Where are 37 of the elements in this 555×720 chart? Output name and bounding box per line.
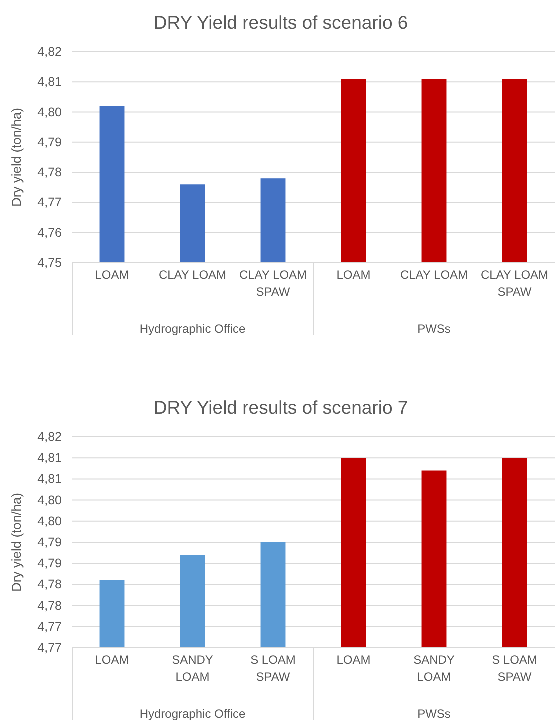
y-tick-label: 4,78 — [38, 166, 62, 180]
text: PWSs — [418, 707, 451, 720]
y-tick-label: 4,76 — [38, 226, 62, 240]
y-tick-label: 4,75 — [38, 256, 62, 270]
y-tick-label: 4,81 — [38, 75, 62, 90]
y-tick-label: 4,78 — [38, 578, 62, 592]
y-tick-label: 4,80 — [38, 105, 62, 120]
x-tick-label: LOAM — [95, 653, 130, 667]
y-tick-label: 4,79 — [38, 536, 62, 550]
x-tick-label: CLAY LOAM SPAW — [480, 268, 549, 299]
x-tick-label: CLAY LOAM — [158, 268, 227, 282]
y-tick-label: 4,80 — [38, 493, 62, 508]
y-tick-label: 4,80 — [38, 514, 62, 528]
x-tick-label: LOAM — [336, 268, 371, 282]
y-tick-label: 4,77 — [38, 196, 62, 210]
y-tick-label: 4,77 — [38, 641, 62, 655]
y-tick-label: 4,82 — [38, 45, 62, 59]
y-tick-label: 4,81 — [38, 472, 62, 486]
x-tick-label: SANDY LOAM — [172, 653, 214, 684]
y-tick-label: 4,78 — [38, 598, 62, 613]
x-tick-label: SANDY LOAM — [414, 653, 455, 684]
y-tick-label: 4,79 — [38, 135, 62, 150]
x-tick-label: LOAM — [336, 653, 371, 667]
x-tick-label: S LOAM SPAW — [250, 653, 296, 684]
chart-title: DRY Yield results of scenario 6 — [154, 12, 408, 33]
text: PWSs — [418, 322, 451, 336]
x-tick-label: LOAM — [95, 268, 130, 282]
y-tick-label: 4,81 — [38, 451, 62, 466]
x-tick-label: S LOAM SPAW — [492, 653, 538, 684]
y-axis-title: Dry yield (ton/ha) — [9, 493, 24, 592]
x-tick-label: CLAY LOAM — [400, 268, 468, 282]
y-tick-label: 4,82 — [38, 430, 62, 444]
y-axis-title: Dry yield (ton/ha) — [9, 108, 24, 207]
x-tick-label: CLAY LOAM SPAW — [239, 268, 308, 299]
y-tick-label: 4,77 — [38, 620, 62, 634]
y-tick-label: 4,79 — [38, 556, 62, 571]
chart-title: DRY Yield results of scenario 7 — [154, 397, 408, 418]
